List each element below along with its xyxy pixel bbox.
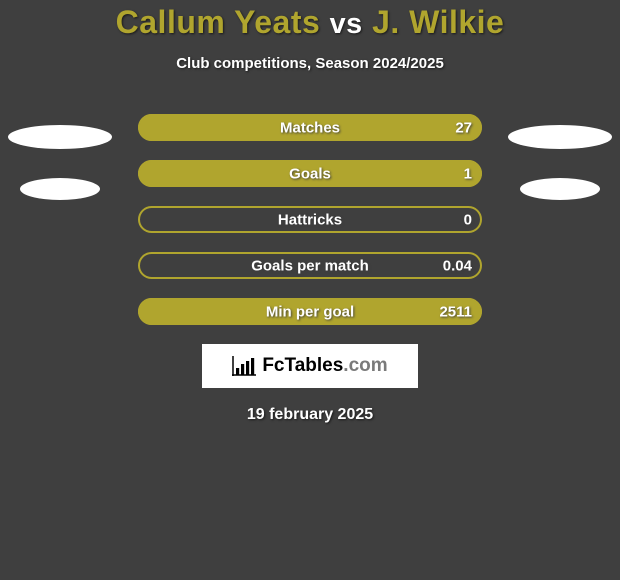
player1-avatar-bottom xyxy=(20,178,100,200)
stat-bar: Hattricks 0 xyxy=(138,206,482,233)
stat-bar: Goals 1 xyxy=(138,160,482,187)
player2-avatar-bottom xyxy=(520,178,600,200)
logo-main: FcTables xyxy=(262,355,343,376)
stat-bar: Goals per match 0.04 xyxy=(138,252,482,279)
player2-avatar-top xyxy=(508,125,612,149)
player2-name: J. Wilkie xyxy=(372,4,504,40)
subtitle: Club competitions, Season 2024/2025 xyxy=(0,55,620,72)
stat-bar: Matches 27 xyxy=(138,114,482,141)
bar-chart-icon xyxy=(232,356,256,376)
stats-container: Matches 27 Goals 1 Hattricks 0 Goals per match… xyxy=(138,114,482,325)
logo-domain: .com xyxy=(343,355,387,376)
stat-bar: Min per goal 2511 xyxy=(138,298,482,325)
stat-label: Min per goal xyxy=(266,303,354,320)
stat-right-value: 2511 xyxy=(439,303,472,320)
stat-right-value: 27 xyxy=(455,119,472,136)
stat-right-value: 0.04 xyxy=(443,257,472,274)
stat-right-value: 0 xyxy=(464,211,472,228)
stat-label: Goals xyxy=(289,165,331,182)
player1-avatar-top xyxy=(8,125,112,149)
stat-right-value: 1 xyxy=(464,165,472,182)
stat-label: Hattricks xyxy=(278,211,342,228)
stat-label: Goals per match xyxy=(251,257,369,274)
page-title: Callum Yeats vs J. Wilkie xyxy=(0,0,620,41)
date-label: 19 february 2025 xyxy=(0,406,620,424)
logo-box: FcTables.com xyxy=(202,344,418,388)
vs-label: vs xyxy=(330,8,363,40)
logo-text: FcTables.com xyxy=(262,355,387,377)
stat-label: Matches xyxy=(280,119,340,136)
player1-name: Callum Yeats xyxy=(116,4,321,40)
